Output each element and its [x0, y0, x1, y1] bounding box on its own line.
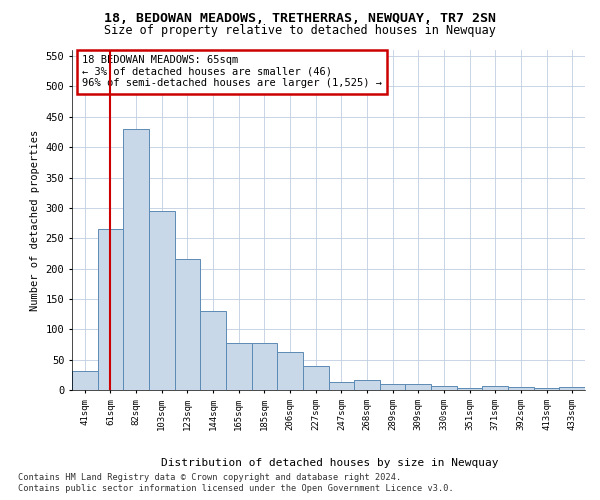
Text: 18, BEDOWAN MEADOWS, TRETHERRAS, NEWQUAY, TR7 2SN: 18, BEDOWAN MEADOWS, TRETHERRAS, NEWQUAY…: [104, 12, 496, 26]
Text: Contains HM Land Registry data © Crown copyright and database right 2024.: Contains HM Land Registry data © Crown c…: [18, 472, 401, 482]
Y-axis label: Number of detached properties: Number of detached properties: [30, 130, 40, 310]
Text: Distribution of detached houses by size in Newquay: Distribution of detached houses by size …: [161, 458, 499, 468]
Bar: [406, 384, 431, 390]
Text: Contains public sector information licensed under the Open Government Licence v3: Contains public sector information licen…: [18, 484, 454, 493]
Bar: [354, 380, 380, 390]
Bar: [457, 388, 482, 390]
Bar: [277, 352, 303, 390]
Bar: [149, 211, 175, 390]
Bar: [380, 384, 406, 390]
Bar: [431, 386, 457, 390]
Bar: [303, 366, 329, 390]
Text: 18 BEDOWAN MEADOWS: 65sqm
← 3% of detached houses are smaller (46)
96% of semi-d: 18 BEDOWAN MEADOWS: 65sqm ← 3% of detach…: [82, 55, 382, 88]
Bar: [226, 342, 251, 390]
Bar: [508, 387, 534, 390]
Bar: [72, 371, 98, 390]
Bar: [175, 260, 200, 390]
Bar: [251, 342, 277, 390]
Bar: [534, 388, 559, 390]
Bar: [200, 311, 226, 390]
Bar: [329, 382, 354, 390]
Text: Size of property relative to detached houses in Newquay: Size of property relative to detached ho…: [104, 24, 496, 37]
Bar: [482, 386, 508, 390]
Bar: [559, 387, 585, 390]
Bar: [124, 129, 149, 390]
Bar: [98, 229, 124, 390]
